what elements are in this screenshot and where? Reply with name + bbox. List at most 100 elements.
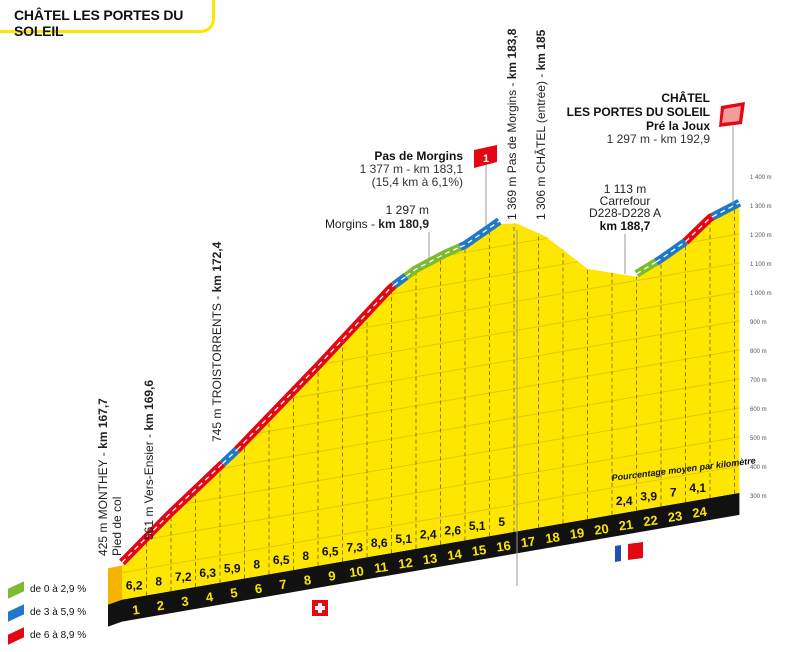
svg-text:Morgins - km 180,9: Morgins - km 180,9 [325,217,429,231]
km-label: 10 [348,563,364,580]
y-tick-label: 600 m [750,407,767,413]
km-label: 11 [373,559,389,576]
y-tick-label: 1 300 m [750,204,772,210]
percentage-label: 6,5 [273,553,290,567]
svg-text:1 297 m - km 192,9: 1 297 m - km 192,9 [607,132,711,146]
svg-text:km 188,7: km 188,7 [600,219,651,233]
annotation-chatel-entree: 1 306 m CHÂTEL (entrée) - km 185 [533,29,548,220]
svg-text:425 m MONTHEY - km 167,7: 425 m MONTHEY - km 167,7 [96,398,110,556]
legend-item: de 6 à 8,9 % [8,624,86,647]
percentage-label: 7,2 [175,570,192,584]
svg-text:D228-D228 A: D228-D228 A [589,206,661,220]
svg-text:(15,4 km à 6,1%): (15,4 km à 6,1%) [372,175,463,189]
percentage-label: 7 [670,485,677,499]
percentage-label: 3,9 [640,490,657,504]
percentage-label: 4,1 [689,481,706,495]
percentage-label: 6,5 [322,545,339,559]
percentage-label: 2,4 [616,494,633,508]
km-label: 14 [446,546,463,563]
svg-text:Pied de col: Pied de col [110,497,124,556]
y-tick-label: 700 m [750,378,767,384]
finish-flag-icon [719,102,745,127]
climb-category-badge: 1 [474,145,497,168]
annotation-carrefour: 1 113 m Carrefour D228-D228 A km 188,7 [589,182,661,274]
french-flag-icon [615,542,643,562]
km-label: 3 [180,593,189,609]
percentage-label: 6,3 [199,566,216,580]
y-tick-label: 1 400 m [750,175,772,181]
profile-side-face [108,565,122,605]
road-centerline [121,463,223,563]
percentage-label: 5,1 [395,532,412,546]
road-centerline [393,275,407,286]
annotation-pas-de-morgins: Pas de Morgins 1 377 m - km 183,1 (15,4 … [360,145,497,226]
y-tick-label: 800 m [750,349,767,355]
svg-text:1 377 m - km 183,1: 1 377 m - km 183,1 [360,162,464,176]
percentage-label: 8 [253,557,260,571]
svg-text:CHÂTEL: CHÂTEL [661,90,710,105]
road-centerline [636,261,657,275]
annotation-vers-ensier: 561 m Vers-Ensier - km 169,6 [142,380,156,540]
svg-text:1 113 m: 1 113 m [604,182,646,196]
percentage-label: 5,9 [224,562,241,576]
km-label: 16 [495,538,511,555]
annotation-morgins: 1 297 m Morgins - km 180,9 [325,203,430,262]
grid-line [122,465,740,574]
percentage-label: 8 [155,574,162,588]
profile-area [122,205,740,600]
road-centerline [712,202,740,218]
percentage-label: 2,6 [444,523,461,537]
y-tick-label: 300 m [750,494,767,500]
km-label: 2 [156,598,165,614]
y-tick-label: 1 200 m [750,233,772,239]
km-label: 4 [205,589,215,605]
legend-label: de 6 à 8,9 % [30,630,87,641]
percentage-label: 8,6 [371,536,388,550]
percentage-label: 8 [302,549,309,563]
km-label: 18 [544,529,560,546]
km-label: 19 [569,525,585,542]
km-label: 21 [618,517,634,534]
km-label: 13 [422,550,438,567]
road-centerline [685,216,713,243]
legend: de 0 à 2,9 % de 3 à 5,9 % de 6 à 8,9 % [8,578,86,647]
annotation-pas-de-morgins-pass: 1 369 m Pas de Morgins - km 183,8 [505,28,519,220]
y-tick-label: 900 m [750,320,767,326]
swiss-flag-icon [312,600,328,616]
km-label: 5 [229,585,238,601]
km-label: 23 [667,508,683,525]
km-label: 15 [471,542,487,559]
legend-item: de 0 à 2,9 % [8,578,86,601]
km-label: 24 [691,504,708,521]
svg-text:1 297 m: 1 297 m [386,203,429,217]
page-title: CHÂTEL LES PORTES DU SOLEIL [14,7,184,39]
km-label: 7 [278,576,287,592]
km-label: 17 [520,534,536,551]
title-box: CHÂTEL LES PORTES DU SOLEIL [0,0,215,39]
road-centerline [236,284,395,451]
percentage-label: 5,1 [469,519,486,533]
y-tick-label: 1 100 m [750,262,772,268]
annotation-monthey: 425 m MONTHEY - km 167,7 Pied de col [96,398,124,556]
legend-swatch-blue [8,603,24,622]
km-label: 9 [327,568,336,584]
svg-text:1: 1 [483,153,489,165]
y-tick-label: 1 000 m [750,291,772,297]
road-centerline [222,449,238,465]
km-label: 12 [397,555,413,572]
km-label: 22 [642,512,658,529]
legend-label: de 3 à 5,9 % [30,607,87,618]
percentage-label: 7,3 [346,540,363,554]
legend-label: de 0 à 2,9 % [30,584,87,595]
percentage-label: 2,4 [420,528,437,542]
percentage-label: 6,2 [126,579,143,593]
percentage-label: 5 [498,515,505,529]
legend-item: de 3 à 5,9 % [8,601,86,624]
annotation-finish: CHÂTEL LES PORTES DU SOLEIL Pré la Joux … [567,90,745,204]
svg-text:Pré la Joux: Pré la Joux [646,119,710,133]
road-centerline [655,241,686,263]
legend-swatch-red [8,626,24,645]
svg-text:Pas de Morgins: Pas de Morgins [374,149,463,163]
